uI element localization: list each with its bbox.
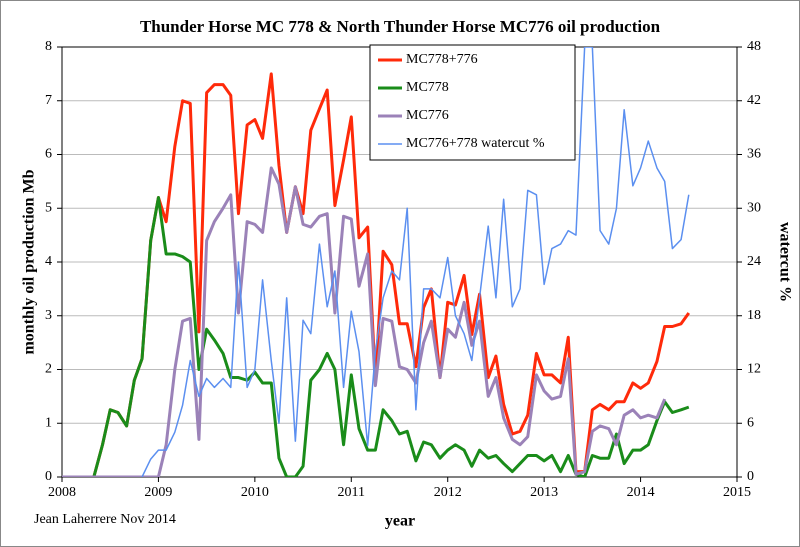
y2-tick-label: 36 <box>747 147 761 162</box>
y-tick-label: 2 <box>45 362 52 377</box>
y2-tick-label: 18 <box>747 308 761 323</box>
series-line <box>141 47 690 477</box>
y2-tick-label: 0 <box>747 469 754 484</box>
plot-lines <box>62 47 691 477</box>
chart-title: Thunder Horse MC 778 & North Thunder Hor… <box>140 17 661 36</box>
y-tick-label: 3 <box>45 308 52 323</box>
author-note: Jean Laherrere Nov 2014 <box>34 512 176 527</box>
y2-tick-label: 24 <box>747 254 761 269</box>
legend-label: MC778+776 <box>406 52 478 67</box>
y2-tick-label: 30 <box>747 200 761 215</box>
legend-box <box>369 44 576 161</box>
y-tick-label: 0 <box>45 469 52 484</box>
y2-tick-label: 42 <box>747 93 761 108</box>
x-tick-label: 2012 <box>434 485 462 500</box>
y-tick-label: 8 <box>45 39 52 54</box>
series-line <box>62 196 690 477</box>
y-tick-label: 4 <box>45 254 52 269</box>
y2-tick-label: 48 <box>747 39 761 54</box>
legend-label: MC776+778 watercut % <box>406 136 545 151</box>
y-axis-title: monthly oil production Mb <box>21 169 38 354</box>
x-tick-label: 2014 <box>627 485 655 500</box>
y2-tick-label: 6 <box>747 415 754 430</box>
y-tick-label: 6 <box>45 147 52 162</box>
x-tick-label: 2015 <box>723 485 751 500</box>
series-line <box>62 166 667 477</box>
x-tick-label: 2013 <box>530 485 558 500</box>
x-axis-title: year <box>385 513 415 530</box>
legend-label: MC778 <box>406 80 449 95</box>
legend-label: MC776 <box>406 108 449 123</box>
y-tick-label: 7 <box>45 93 52 108</box>
x-tick-label: 2010 <box>241 485 269 500</box>
y-tick-label: 1 <box>45 415 52 430</box>
x-tick-label: 2008 <box>48 485 76 500</box>
legend: MC778+776 MC778 MC776 MC776+778 watercut % <box>369 44 576 161</box>
y2-tick-label: 12 <box>747 362 761 377</box>
x-tick-label: 2011 <box>338 485 365 500</box>
y-tick-label: 5 <box>45 200 52 215</box>
y2-axis-title: watercut % <box>776 222 793 302</box>
x-tick-label: 2009 <box>144 485 172 500</box>
